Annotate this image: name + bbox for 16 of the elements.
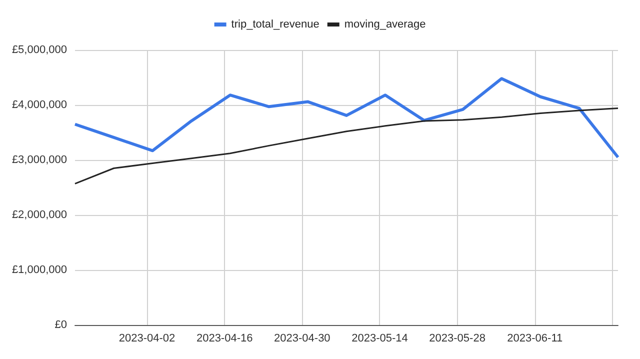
x-tick-label: 2023-04-30: [274, 332, 330, 344]
x-tick-label: 2023-04-02: [118, 332, 176, 344]
y-tick-label: £3,000,000: [12, 154, 67, 166]
legend-label: moving_average: [344, 18, 426, 30]
x-tick-label: 2023-06-11: [507, 332, 563, 344]
y-tick-label: £0: [54, 319, 67, 331]
x-tick-label: 2023-05-28: [429, 332, 486, 344]
y-tick-label: £4,000,000: [12, 99, 67, 111]
y-tick-label: £1,000,000: [12, 264, 67, 276]
y-tick-label: £5,000,000: [12, 44, 67, 56]
x-tick-label: 2023-04-16: [196, 332, 253, 344]
y-tick-label: £2,000,000: [12, 209, 67, 221]
x-tick-label: 2023-05-14: [352, 332, 408, 344]
legend-label: trip_total_revenue: [231, 18, 320, 30]
line-series: [74, 77, 620, 159]
line-series: [74, 108, 619, 184]
